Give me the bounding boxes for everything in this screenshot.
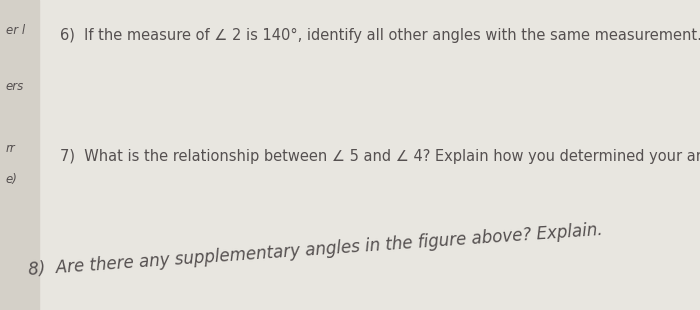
Bar	[0, 0, 38, 310]
Text: 8)  Are there any supplementary angles in the figure above? Explain.: 8) Are there any supplementary angles in…	[28, 221, 603, 279]
Text: ers: ers	[6, 80, 24, 93]
Text: 6)  If the measure of ∠ 2 is 140°, identify all other angles with the same measu: 6) If the measure of ∠ 2 is 140°, identi…	[60, 28, 700, 43]
Text: e): e)	[6, 173, 18, 186]
Text: 7)  What is the relationship between ∠ 5 and ∠ 4? Explain how you determined you: 7) What is the relationship between ∠ 5 …	[60, 149, 700, 164]
Text: er l: er l	[6, 24, 25, 38]
Text: rr: rr	[6, 142, 15, 155]
